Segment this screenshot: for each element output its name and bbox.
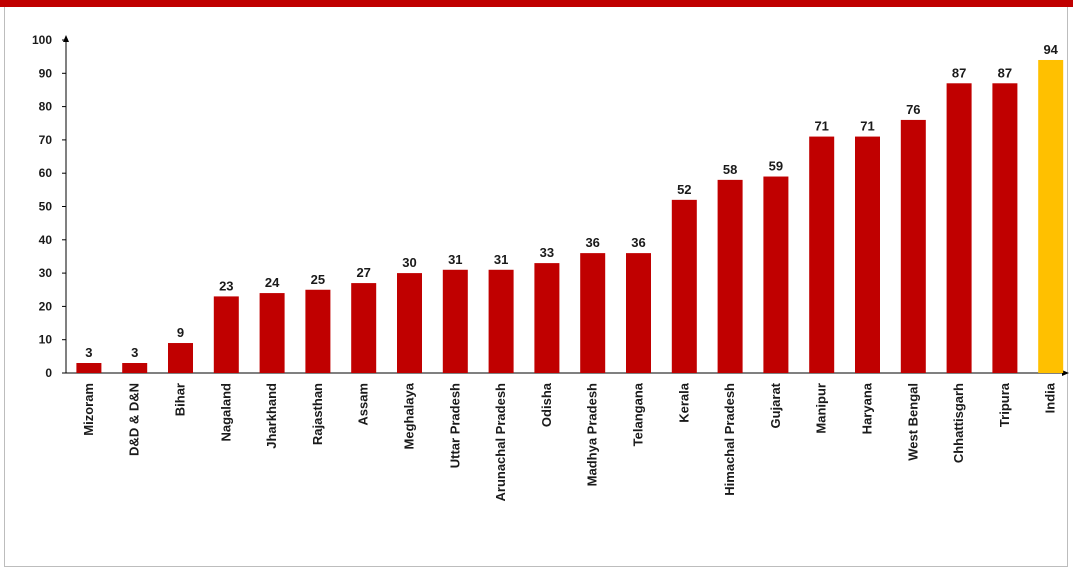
- y-tick-label: 40: [39, 233, 53, 247]
- category-label: Arunachal Pradesh: [493, 383, 508, 502]
- value-label: 76: [906, 102, 920, 117]
- bar: [168, 343, 193, 373]
- value-label: 36: [631, 235, 645, 250]
- y-tick-label: 60: [39, 166, 53, 180]
- y-axis-arrow: [63, 35, 69, 42]
- y-tick-label: 20: [39, 299, 53, 313]
- bar: [992, 83, 1018, 373]
- value-label: 9: [177, 325, 184, 340]
- category-label: Jharkhand: [264, 383, 279, 449]
- y-tick-label: 50: [39, 200, 53, 214]
- y-tick-label: 70: [39, 133, 53, 147]
- category-label: India: [1043, 382, 1058, 413]
- bar: [442, 269, 468, 373]
- value-label: 31: [494, 252, 508, 267]
- value-label: 71: [814, 119, 828, 134]
- bar: [946, 83, 972, 373]
- value-label: 27: [356, 265, 370, 280]
- bar: [900, 119, 926, 373]
- category-label: Chhattisgarh: [951, 383, 966, 463]
- value-label: 36: [585, 235, 599, 250]
- category-label: Telangana: [631, 382, 646, 446]
- chart-frame: [4, 7, 1068, 567]
- category-label: West Bengal: [905, 383, 920, 461]
- value-label: 30: [402, 255, 416, 270]
- bar: [671, 199, 697, 373]
- value-label: 87: [998, 65, 1012, 80]
- bar: [305, 289, 331, 373]
- category-label: Bihar: [173, 383, 188, 416]
- value-label: 33: [540, 245, 554, 260]
- value-label: 23: [219, 278, 233, 293]
- x-axis-arrow: [1062, 370, 1069, 376]
- bar: [763, 176, 789, 373]
- category-label: Himachal Pradesh: [722, 383, 737, 496]
- bar: [855, 136, 880, 373]
- category-label: Madhya Pradesh: [585, 383, 600, 486]
- bar: [488, 269, 514, 373]
- value-label: 71: [860, 119, 874, 134]
- bar-highlight: [1038, 59, 1064, 373]
- category-label: Mizoram: [81, 383, 96, 436]
- value-label: 24: [265, 275, 280, 290]
- category-label: Assam: [356, 383, 371, 426]
- bar: [397, 273, 422, 373]
- value-label: 52: [677, 182, 691, 197]
- bar: [259, 293, 285, 373]
- category-label: Manipur: [814, 383, 829, 434]
- y-tick-label: 80: [39, 100, 53, 114]
- y-tick-label: 90: [39, 66, 53, 80]
- value-label: 59: [769, 159, 783, 174]
- category-label: D&D & D&N: [127, 383, 142, 456]
- bar: [351, 283, 377, 373]
- category-label: Odisha: [539, 382, 554, 427]
- category-label: Tripura: [997, 382, 1012, 427]
- bar: [213, 296, 239, 373]
- bar: [76, 363, 102, 373]
- category-label: Haryana: [860, 382, 875, 434]
- category-label: Meghalaya: [402, 382, 417, 449]
- bar: [580, 253, 606, 373]
- value-label: 87: [952, 65, 966, 80]
- category-label: Nagaland: [218, 383, 233, 442]
- category-label: Kerala: [676, 382, 691, 423]
- bar: [626, 253, 651, 373]
- y-tick-label: 100: [32, 33, 52, 47]
- category-label: Gujarat: [768, 382, 783, 428]
- value-label: 25: [311, 272, 325, 287]
- value-label: 94: [1043, 42, 1058, 57]
- bar: [122, 363, 148, 373]
- y-tick-label: 30: [39, 266, 53, 280]
- value-label: 31: [448, 252, 462, 267]
- bar: [809, 136, 835, 373]
- value-label: 3: [85, 345, 92, 360]
- bar: [534, 263, 560, 373]
- top-accent-bar: [0, 0, 1073, 7]
- bar: [717, 179, 743, 373]
- category-label: Uttar Pradesh: [447, 383, 462, 468]
- value-label: 58: [723, 162, 737, 177]
- y-tick-label: 10: [39, 333, 53, 347]
- y-tick-label: 0: [45, 366, 52, 380]
- value-label: 3: [131, 345, 138, 360]
- category-label: Rajasthan: [310, 383, 325, 445]
